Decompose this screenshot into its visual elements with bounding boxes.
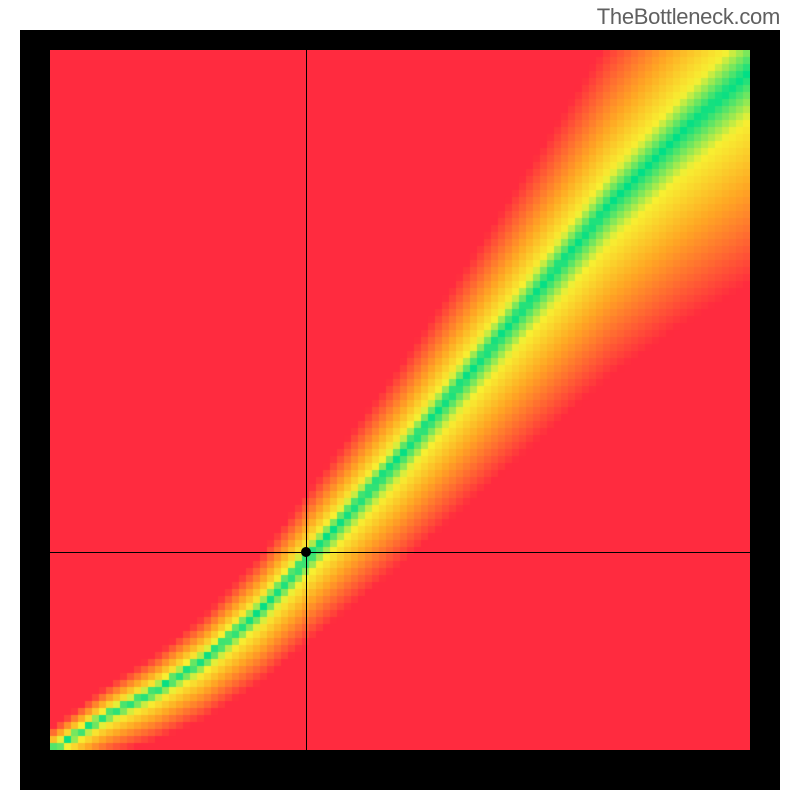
chart-container: TheBottleneck.com — [0, 0, 800, 800]
chart-frame — [20, 30, 780, 790]
bottleneck-marker — [301, 547, 311, 557]
watermark-text: TheBottleneck.com — [597, 4, 780, 30]
crosshair-vertical — [306, 50, 307, 750]
heatmap-plot — [50, 50, 750, 750]
heatmap-canvas — [50, 50, 750, 750]
crosshair-horizontal — [50, 552, 750, 553]
